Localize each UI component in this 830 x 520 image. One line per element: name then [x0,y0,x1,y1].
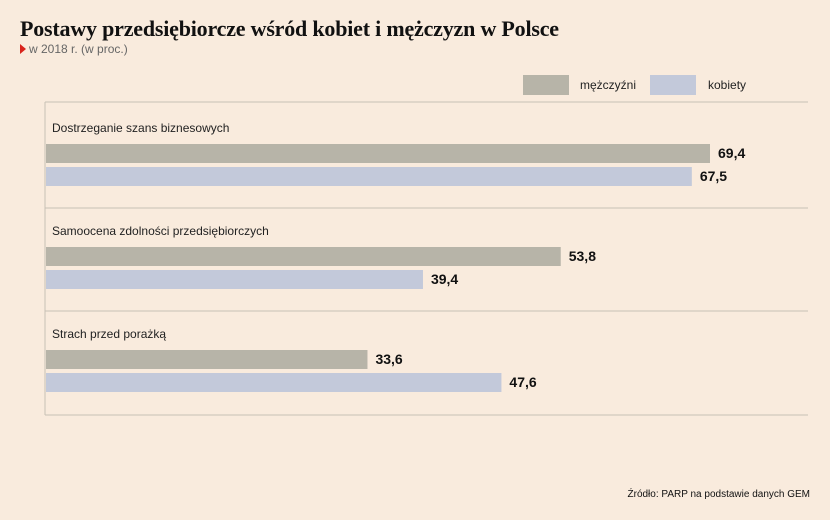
category-label: Dostrzeganie szans biznesowych [52,121,229,135]
category-label: Strach przed porażką [52,327,166,341]
bar [46,144,710,163]
bar [46,270,423,289]
legend-swatch-men [523,75,569,95]
subtitle-text: w 2018 r. (w proc.) [29,42,128,56]
bar-value-label: 69,4 [718,145,745,161]
legend-swatch-women [650,75,696,95]
bar-value-label: 67,5 [700,168,727,184]
triangle-marker-icon [20,44,26,54]
bar [46,350,368,369]
chart-subtitle: w 2018 r. (w proc.) [20,42,128,56]
bar-value-label: 33,6 [375,351,402,367]
bar [46,247,561,266]
legend-label-women: kobiety [708,78,747,92]
bar-value-label: 39,4 [431,271,458,287]
chart-title: Postawy przedsiębiorcze wśród kobiet i m… [20,16,559,41]
bar-value-label: 53,8 [569,248,596,264]
bar [46,167,692,186]
source-note: Źródło: PARP na podstawie danych GEM [627,489,811,500]
category-label: Samoocena zdolności przedsiębiorczych [52,224,269,238]
bar-value-label: 47,6 [509,374,536,390]
legend-label-men: mężczyźni [580,78,637,92]
bar [46,373,502,392]
